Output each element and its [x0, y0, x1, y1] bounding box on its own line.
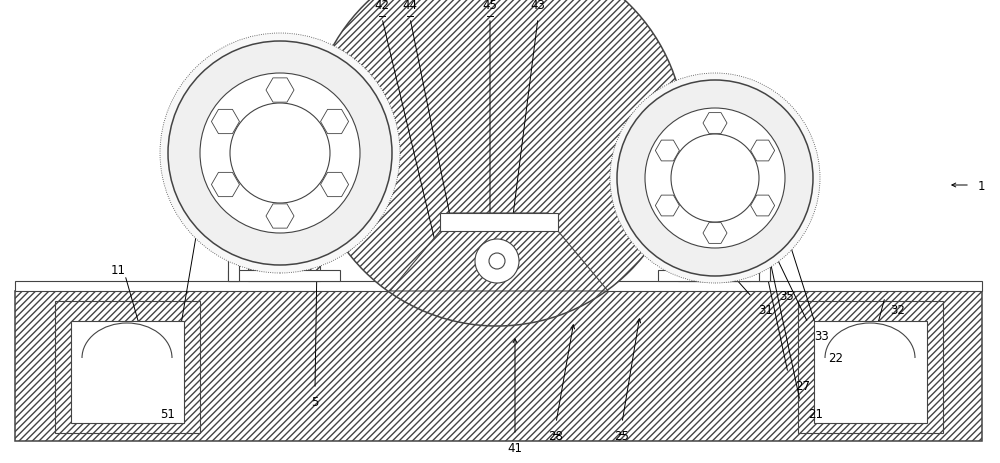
- Polygon shape: [390, 232, 608, 291]
- Text: 51: 51: [161, 407, 175, 420]
- Text: 32: 32: [890, 303, 905, 316]
- Bar: [798, 301, 943, 433]
- Text: 25: 25: [615, 429, 629, 442]
- Text: 21: 21: [808, 407, 823, 420]
- Circle shape: [489, 253, 505, 269]
- Bar: [814, 321, 927, 423]
- Circle shape: [168, 42, 392, 265]
- Text: 1: 1: [978, 179, 986, 192]
- Bar: [228, 270, 340, 282]
- Bar: [678, 204, 750, 282]
- Circle shape: [309, 0, 685, 326]
- Text: 35: 35: [779, 289, 794, 302]
- Text: 41: 41: [508, 441, 522, 454]
- Text: 27: 27: [795, 379, 810, 392]
- Circle shape: [610, 74, 820, 283]
- Polygon shape: [321, 173, 349, 197]
- Circle shape: [617, 81, 813, 276]
- Polygon shape: [211, 110, 239, 134]
- Text: 22: 22: [828, 351, 843, 364]
- Polygon shape: [266, 205, 294, 229]
- Bar: [440, 213, 558, 232]
- Polygon shape: [266, 79, 294, 103]
- Polygon shape: [751, 196, 775, 216]
- Circle shape: [671, 135, 759, 223]
- Polygon shape: [211, 173, 239, 197]
- Bar: [228, 193, 340, 204]
- Polygon shape: [321, 110, 349, 134]
- Text: 11: 11: [111, 263, 126, 276]
- Text: 33: 33: [814, 329, 829, 342]
- Circle shape: [200, 74, 360, 233]
- Polygon shape: [440, 213, 558, 232]
- Bar: [248, 204, 320, 282]
- Polygon shape: [703, 113, 727, 134]
- Text: 28: 28: [549, 429, 563, 442]
- Bar: [658, 193, 770, 204]
- Text: 5: 5: [311, 395, 319, 408]
- Circle shape: [475, 239, 519, 283]
- Text: 31: 31: [758, 303, 773, 316]
- Text: 43: 43: [531, 0, 545, 12]
- Bar: [15, 291, 982, 441]
- Text: 45: 45: [483, 0, 497, 12]
- Polygon shape: [751, 141, 775, 162]
- Text: 42: 42: [375, 0, 390, 12]
- Bar: [15, 282, 982, 291]
- Polygon shape: [655, 196, 679, 216]
- Text: 44: 44: [403, 0, 418, 12]
- Bar: [71, 321, 184, 423]
- Circle shape: [160, 34, 400, 274]
- Bar: [55, 301, 200, 433]
- Polygon shape: [655, 141, 679, 162]
- Circle shape: [645, 109, 785, 249]
- Bar: [658, 270, 770, 282]
- Bar: [759, 193, 770, 282]
- Bar: [228, 193, 239, 282]
- Circle shape: [230, 104, 330, 204]
- Polygon shape: [703, 223, 727, 244]
